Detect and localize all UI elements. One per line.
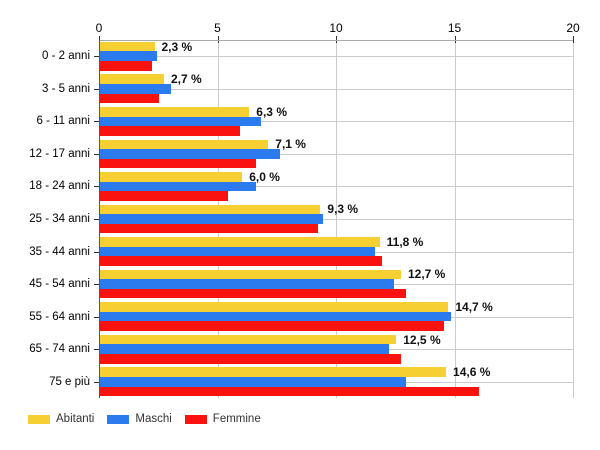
bar-femmine	[100, 93, 160, 104]
bar-femmine	[100, 223, 319, 234]
x-axis-tick-label: 5	[214, 21, 221, 35]
x-axis-tick-mark	[99, 36, 100, 43]
category-tick-mark	[94, 381, 99, 383]
category-tick-mark	[94, 219, 99, 220]
category-label: 18 - 24 anni	[29, 180, 90, 193]
legend-swatch-abitanti	[28, 414, 50, 424]
x-axis-tick-mark	[336, 36, 337, 43]
bar-maschi	[100, 149, 281, 159]
bar-femmine	[100, 158, 257, 169]
x-axis-tick-label: 0	[95, 21, 103, 35]
row-gridline	[99, 56, 573, 58]
bar-femmine	[100, 61, 153, 71]
bar-maschi	[100, 344, 390, 354]
legend: Abitanti Maschi Femmine	[28, 413, 274, 425]
bar-femmine	[100, 256, 383, 266]
bar-abitanti	[100, 334, 397, 345]
legend-item-maschi: Maschi	[107, 413, 172, 425]
row-gridline	[99, 219, 573, 220]
category-label: 75 e più	[49, 375, 90, 388]
category-label: 35 - 44 anni	[29, 245, 90, 258]
category-label: 25 - 34 anni	[29, 213, 90, 225]
category-label: 55 - 64 anni	[29, 310, 90, 323]
bar-abitanti	[100, 74, 164, 84]
bar-value-label: 6,0 %	[249, 169, 280, 184]
bar-value-label: 7,1 %	[275, 137, 306, 152]
category-tick-mark	[94, 349, 99, 351]
x-axis-tick-label: 10	[329, 21, 343, 35]
legend-label: Maschi	[135, 413, 172, 425]
category-tick-mark	[94, 88, 99, 90]
x-axis-tick-mark	[217, 36, 219, 43]
bar-maschi	[100, 279, 394, 289]
bar-maschi	[100, 376, 406, 387]
bar-value-label: 14,7 %	[455, 300, 493, 315]
x-axis-line	[99, 40, 573, 41]
bar-abitanti	[100, 106, 250, 117]
category-tick-mark	[94, 316, 99, 318]
category-label: 12 - 17 anni	[29, 147, 90, 160]
row-gridline	[99, 121, 573, 123]
bar-maschi	[100, 181, 257, 192]
row-gridline	[99, 186, 573, 188]
bar-value-label: 11,8 %	[386, 234, 424, 249]
bar-maschi	[100, 84, 172, 94]
vertical-gridline	[573, 40, 574, 398]
bar-abitanti	[100, 139, 269, 150]
category-tick-mark	[94, 56, 99, 58]
legend-label: Femmine	[212, 413, 261, 425]
bar-femmine	[100, 353, 401, 364]
bar-femmine	[100, 386, 480, 397]
legend-swatch-maschi	[107, 414, 130, 424]
category-label: 6 - 11 anni	[36, 115, 91, 128]
row-gridline	[99, 153, 573, 155]
category-label: 65 - 74 anni	[29, 343, 90, 356]
bar-femmine	[100, 191, 228, 201]
bar-abitanti	[100, 367, 447, 377]
legend-item-abitanti: Abitanti	[28, 413, 94, 425]
bar-value-label: 12,7 %	[407, 267, 446, 282]
bar-abitanti	[100, 302, 449, 312]
bar-maschi	[100, 51, 157, 62]
bar-value-label: 2,7 %	[170, 72, 202, 87]
bar-femmine	[100, 321, 444, 332]
bar-value-label: 2,3 %	[161, 39, 193, 54]
bar-value-label: 14,6 %	[453, 365, 491, 380]
category-tick-mark	[94, 251, 99, 253]
bar-abitanti	[100, 41, 155, 52]
bar-abitanti	[100, 204, 321, 215]
bar-maschi	[100, 116, 262, 127]
legend-swatch-femmine	[184, 414, 207, 424]
bar-value-label: 9,3 %	[327, 202, 359, 217]
bar-value-label: 12,5 %	[403, 332, 441, 347]
category-tick-mark	[94, 121, 99, 123]
row-gridline	[99, 88, 573, 90]
x-axis-tick-mark	[573, 36, 574, 43]
category-label: 3 - 5 anni	[42, 82, 90, 95]
category-label: 0 - 2 anni	[42, 50, 90, 63]
x-axis-tick-label: 20	[566, 21, 580, 35]
category-label: 45 - 54 anni	[29, 278, 90, 291]
x-axis-tick-label: 15	[447, 21, 462, 35]
y-axis-line	[99, 40, 100, 398]
bar-maschi	[100, 214, 323, 224]
category-tick-mark	[94, 186, 99, 188]
bar-femmine	[100, 288, 406, 299]
category-tick-mark	[94, 153, 99, 155]
legend-item-femmine: Femmine	[184, 413, 261, 425]
x-axis-tick-mark	[454, 36, 456, 43]
bar-abitanti	[100, 172, 243, 182]
bar-femmine	[100, 126, 240, 136]
category-tick-mark	[94, 284, 99, 286]
bar-maschi	[100, 246, 375, 257]
bar-value-label: 6,3 %	[256, 104, 287, 119]
bar-abitanti	[100, 237, 380, 247]
bar-abitanti	[100, 269, 401, 280]
legend-label: Abitanti	[56, 413, 95, 425]
bar-maschi	[100, 311, 451, 322]
